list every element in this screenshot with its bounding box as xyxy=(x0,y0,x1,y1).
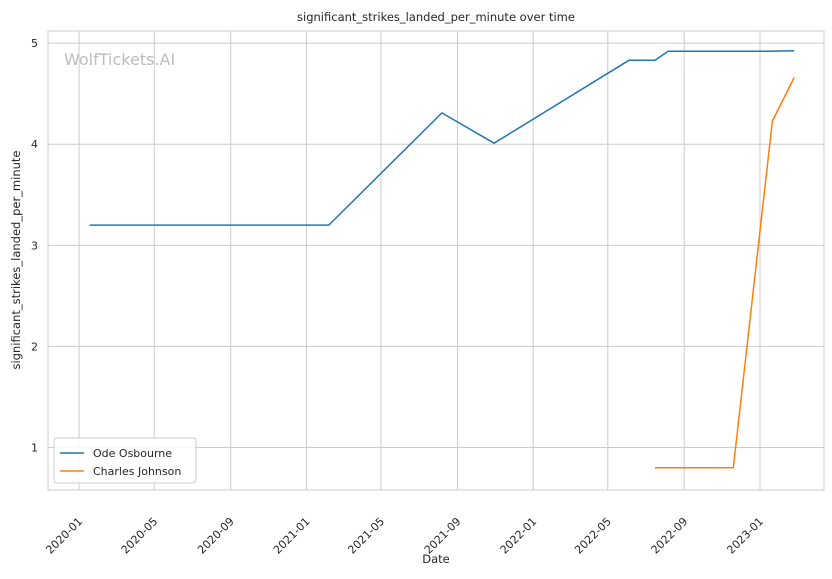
watermark: WolfTickets.AI xyxy=(64,50,175,69)
y-tick-label: 1 xyxy=(31,442,38,455)
plot-area xyxy=(48,31,824,490)
y-tick-label: 5 xyxy=(31,37,38,50)
x-tick-label: 2021-05 xyxy=(345,515,387,557)
y-axis-label: significant_strikes_landed_per_minute xyxy=(9,151,23,370)
chart-title: significant_strikes_landed_per_minute ov… xyxy=(297,10,575,24)
x-axis-label: Date xyxy=(422,552,450,566)
x-tick-label: 2022-01 xyxy=(498,515,540,557)
x-tick-label: 2022-05 xyxy=(572,515,614,557)
x-tick-label: 2022-09 xyxy=(649,515,691,557)
y-tick-label: 4 xyxy=(31,138,38,151)
x-tick-label: 2021-09 xyxy=(422,515,464,557)
legend-label-ode-osbourne: Ode Osbourne xyxy=(93,447,172,460)
legend: Ode Osbourne Charles Johnson xyxy=(54,438,196,483)
x-tick-label: 2023-01 xyxy=(724,515,766,557)
legend-label-charles-johnson: Charles Johnson xyxy=(93,465,181,478)
x-tick-label: 2020-01 xyxy=(43,515,85,557)
x-tick-label: 2020-05 xyxy=(119,515,161,557)
y-axis-ticks: 1 2 3 4 5 xyxy=(31,37,38,454)
x-tick-label: 2021-01 xyxy=(271,515,313,557)
x-tick-label: 2020-09 xyxy=(195,515,237,557)
y-tick-label: 3 xyxy=(31,239,38,252)
x-axis-ticks: 2020-01 2020-05 2020-09 2021-01 2021-05 2021-… xyxy=(43,515,766,557)
y-tick-label: 2 xyxy=(31,340,38,353)
